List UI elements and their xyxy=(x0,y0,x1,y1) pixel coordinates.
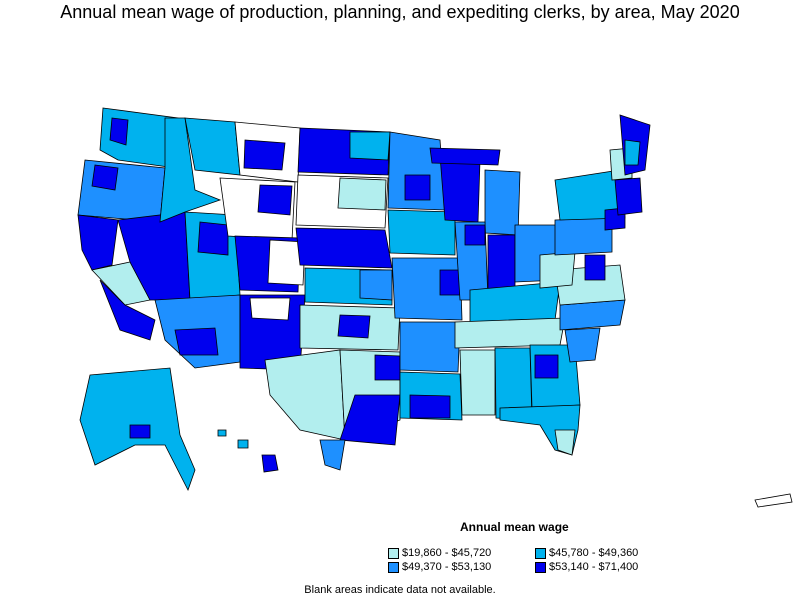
legend-swatch-3 xyxy=(388,561,399,573)
region-co-east xyxy=(267,239,306,286)
region-mn-metro xyxy=(404,174,431,201)
legend-title: Annual mean wage xyxy=(460,520,569,534)
region-ia xyxy=(387,209,456,256)
region-fl-south xyxy=(554,429,576,456)
region-wa-seattle xyxy=(109,117,129,146)
region-or xyxy=(77,159,166,223)
legend-swatch-2 xyxy=(535,547,546,559)
region-tn xyxy=(454,317,566,349)
region-ca-south xyxy=(99,279,156,341)
region-hi-maui xyxy=(237,439,249,449)
region-pr xyxy=(754,493,793,508)
region-nd-east xyxy=(349,131,391,161)
region-hi-big xyxy=(261,454,279,473)
map-title: Annual mean wage of production, planning… xyxy=(60,2,740,22)
legend-label-3: $49,370 - $53,130 xyxy=(402,561,492,573)
region-tx-south xyxy=(319,439,346,471)
region-pa xyxy=(554,217,613,256)
region-tx-dallas xyxy=(374,354,401,381)
region-ut-north xyxy=(197,221,229,256)
region-me-south xyxy=(624,139,641,166)
region-ga-atl xyxy=(534,354,559,379)
region-il-chicago xyxy=(464,224,486,246)
region-ak-south xyxy=(129,424,151,439)
region-wv xyxy=(539,251,576,289)
region-tx-west xyxy=(264,349,346,441)
legend-item-3: $49,370 - $53,130 xyxy=(388,561,491,573)
region-mi-up xyxy=(429,147,501,166)
legend-item-1: $19,860 - $45,720 xyxy=(388,547,491,559)
legend-swatch-4 xyxy=(535,561,546,573)
footnote: Blank areas indicate data not available. xyxy=(304,584,496,596)
legend-label-4: $53,140 - $71,400 xyxy=(549,561,639,573)
region-hi-oahu xyxy=(217,429,227,437)
region-la-south xyxy=(409,394,451,419)
region-mt-west xyxy=(184,117,241,176)
region-ne xyxy=(295,227,393,269)
region-id xyxy=(159,117,222,223)
legend-item-4: $53,140 - $71,400 xyxy=(535,561,638,573)
region-wi xyxy=(439,154,481,223)
region-sc xyxy=(564,327,601,363)
legend-label-2: $45,780 - $49,360 xyxy=(549,547,639,559)
legend-swatch-1 xyxy=(388,547,399,559)
region-tx-houston xyxy=(339,394,401,446)
legend-label-1: $19,860 - $45,720 xyxy=(402,547,492,559)
region-ca-north xyxy=(77,214,119,271)
legend-item-2: $45,780 - $49,360 xyxy=(535,547,638,559)
region-or-portland xyxy=(91,164,119,191)
region-nm-north xyxy=(249,297,291,321)
region-mt-south xyxy=(243,139,286,171)
region-ne-south xyxy=(614,177,643,216)
region-ms xyxy=(459,349,496,416)
region-ks-east xyxy=(359,269,393,301)
region-az-phoenix xyxy=(174,327,219,356)
region-va-dc xyxy=(584,254,606,281)
region-ok-city xyxy=(337,314,371,339)
region-wy-south xyxy=(257,184,293,216)
region-sd-east xyxy=(337,177,387,211)
region-ar xyxy=(399,321,461,373)
